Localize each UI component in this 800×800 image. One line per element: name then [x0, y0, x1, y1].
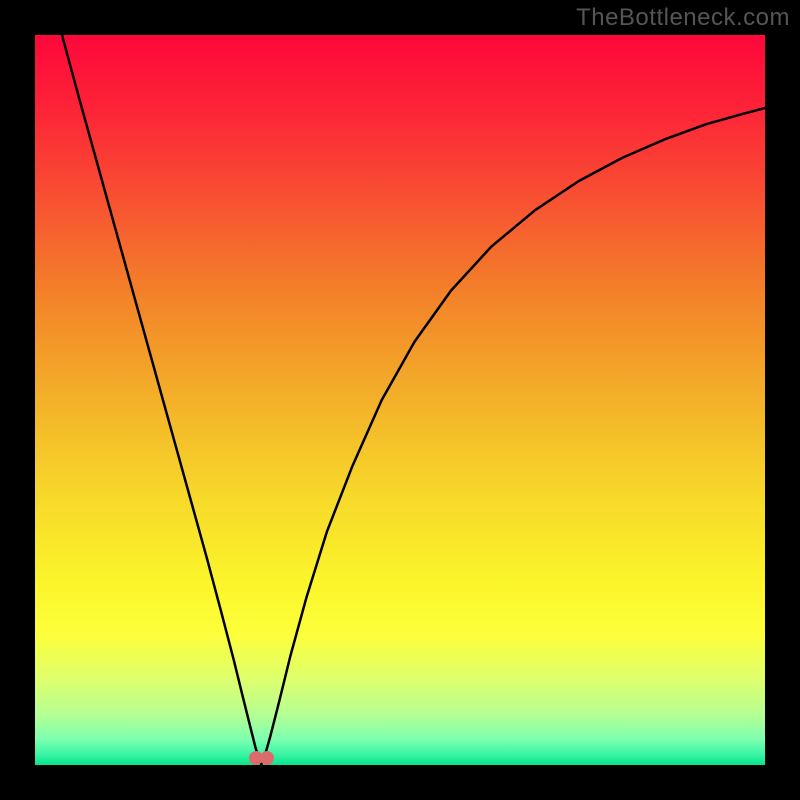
curve-right-branch	[261, 108, 765, 765]
plot-area	[35, 35, 765, 765]
bottleneck-curve	[35, 35, 765, 765]
watermark-text: TheBottleneck.com	[576, 4, 790, 32]
marker-dot-1	[260, 751, 274, 765]
curve-left-branch	[62, 35, 261, 765]
chart-stage: TheBottleneck.com	[0, 0, 800, 800]
